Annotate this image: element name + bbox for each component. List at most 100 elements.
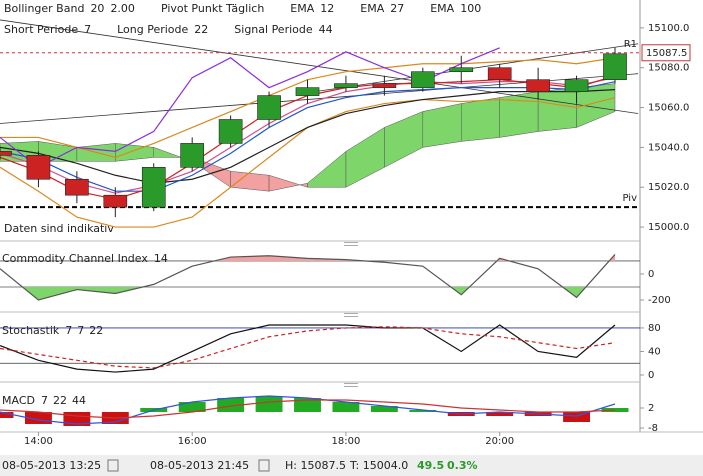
panel-param: 44 (72, 394, 86, 407)
y-tick-label: 15020.0 (648, 182, 689, 193)
line (0, 324, 616, 373)
y-tick-label: 0 (648, 269, 654, 280)
legend-label: Short Periode (4, 23, 78, 36)
legend-param: 44 (319, 23, 333, 36)
y-tick-label: 15080.0 (648, 63, 689, 74)
y-tick-label: 0 (648, 370, 654, 381)
candle-body (487, 67, 512, 80)
panel-param: 22 (89, 324, 103, 337)
candle-body (334, 83, 358, 88)
candle-body (372, 83, 397, 88)
line (0, 326, 616, 369)
panel-param: 7 (65, 324, 72, 337)
line (0, 399, 616, 419)
legend-param: 22 (194, 23, 208, 36)
panel-param: 22 (53, 394, 67, 407)
panel-title: Commodity Channel Index (2, 252, 148, 265)
level-label: Piv (622, 193, 637, 204)
y-tick-label: 15040.0 (648, 142, 689, 153)
level-label: R1 (624, 39, 637, 50)
y-tick-label: -8 (648, 423, 658, 434)
histogram-bar (294, 398, 321, 412)
y-tick-label: 2 (648, 403, 654, 414)
histogram-bar (178, 402, 206, 412)
panel-param: 7 (77, 324, 84, 337)
x-tick-label: 14:00 (24, 436, 53, 447)
footer-change-pct: 0.3% (447, 459, 478, 472)
note: Daten sind indikativ (4, 222, 114, 235)
cci-area (0, 254, 615, 261)
x-tick-label: 20:00 (485, 436, 514, 447)
calendar-icon[interactable] (107, 459, 119, 472)
candle-body (65, 178, 89, 196)
legend-param: 2.00 (110, 2, 135, 15)
candle-body (449, 67, 474, 73)
cloud (576, 83, 616, 128)
footer-low: T: 15004.0 (349, 459, 408, 472)
cloud (537, 87, 577, 132)
footer-change: 49.5 (417, 459, 444, 472)
legend-param: 7 (84, 23, 91, 36)
legend-param: 27 (390, 2, 404, 15)
legend-label: EMA (430, 2, 454, 15)
candle-body (180, 143, 205, 168)
cci-area (0, 286, 615, 300)
candle-body (603, 53, 627, 80)
legend-param: 20 (90, 2, 104, 15)
candle-body (103, 194, 128, 208)
legend-param: 12 (320, 2, 334, 15)
histogram-bar (332, 402, 360, 412)
histogram-bar (217, 398, 245, 412)
candle-body (26, 155, 51, 180)
candle-body (410, 71, 435, 88)
line (0, 81, 616, 192)
footer-bar (0, 455, 703, 476)
candle-body (141, 167, 166, 208)
price-box (641, 44, 691, 62)
y-tick-label: 15060.0 (648, 103, 689, 114)
y-tick-label: 40 (648, 346, 661, 357)
legend-label: EMA (360, 2, 384, 15)
line (0, 395, 616, 425)
y-tick-label: 15000.0 (648, 222, 689, 233)
line (0, 254, 616, 301)
y-tick-label: 15100.0 (648, 23, 689, 34)
panel-param: 7 (41, 394, 48, 407)
panel-handles (344, 242, 358, 387)
trendline (315, 43, 639, 93)
candle-body (526, 79, 550, 92)
y-tick-label: -200 (648, 295, 671, 306)
legend-label: Long Periode (117, 23, 188, 36)
candle-body (218, 119, 243, 144)
cloud (461, 97, 500, 142)
y-tick-label: 80 (648, 323, 661, 334)
panel-dividers (0, 240, 703, 433)
histogram-bar (486, 412, 514, 416)
calendar-icon[interactable] (258, 459, 270, 472)
cloud (422, 103, 462, 148)
candle-body (564, 79, 589, 92)
legend-label: Bollinger Band (4, 2, 84, 15)
legend-label: Pivot Punkt Täglich (161, 2, 264, 15)
footer-start: 08-05-2013 13:25 (2, 459, 101, 472)
candle-body (257, 95, 281, 120)
histogram-bar (409, 410, 437, 412)
line (0, 89, 616, 184)
panel-param: 14 (154, 252, 168, 265)
footer: 08-05-2013 13:25 08-05-2013 21:45 H: 150… (2, 459, 478, 472)
legend-label: EMA (290, 2, 314, 15)
footer-end: 08-05-2013 21:45 (150, 459, 249, 472)
histogram-bar (0, 412, 14, 418)
histogram-bar (563, 412, 591, 422)
legend-param: 100 (460, 2, 481, 15)
footer-high: H: 15087.5 (285, 459, 346, 472)
legend-label: Signal Periode (234, 23, 313, 36)
price-box-label: 15087.5 (646, 48, 687, 59)
trendline (0, 19, 639, 114)
panel-title: Stochastik (2, 324, 60, 337)
x-tick-label: 16:00 (178, 436, 207, 447)
histogram-bar (255, 396, 283, 412)
x-tick-label: 18:00 (332, 436, 361, 447)
